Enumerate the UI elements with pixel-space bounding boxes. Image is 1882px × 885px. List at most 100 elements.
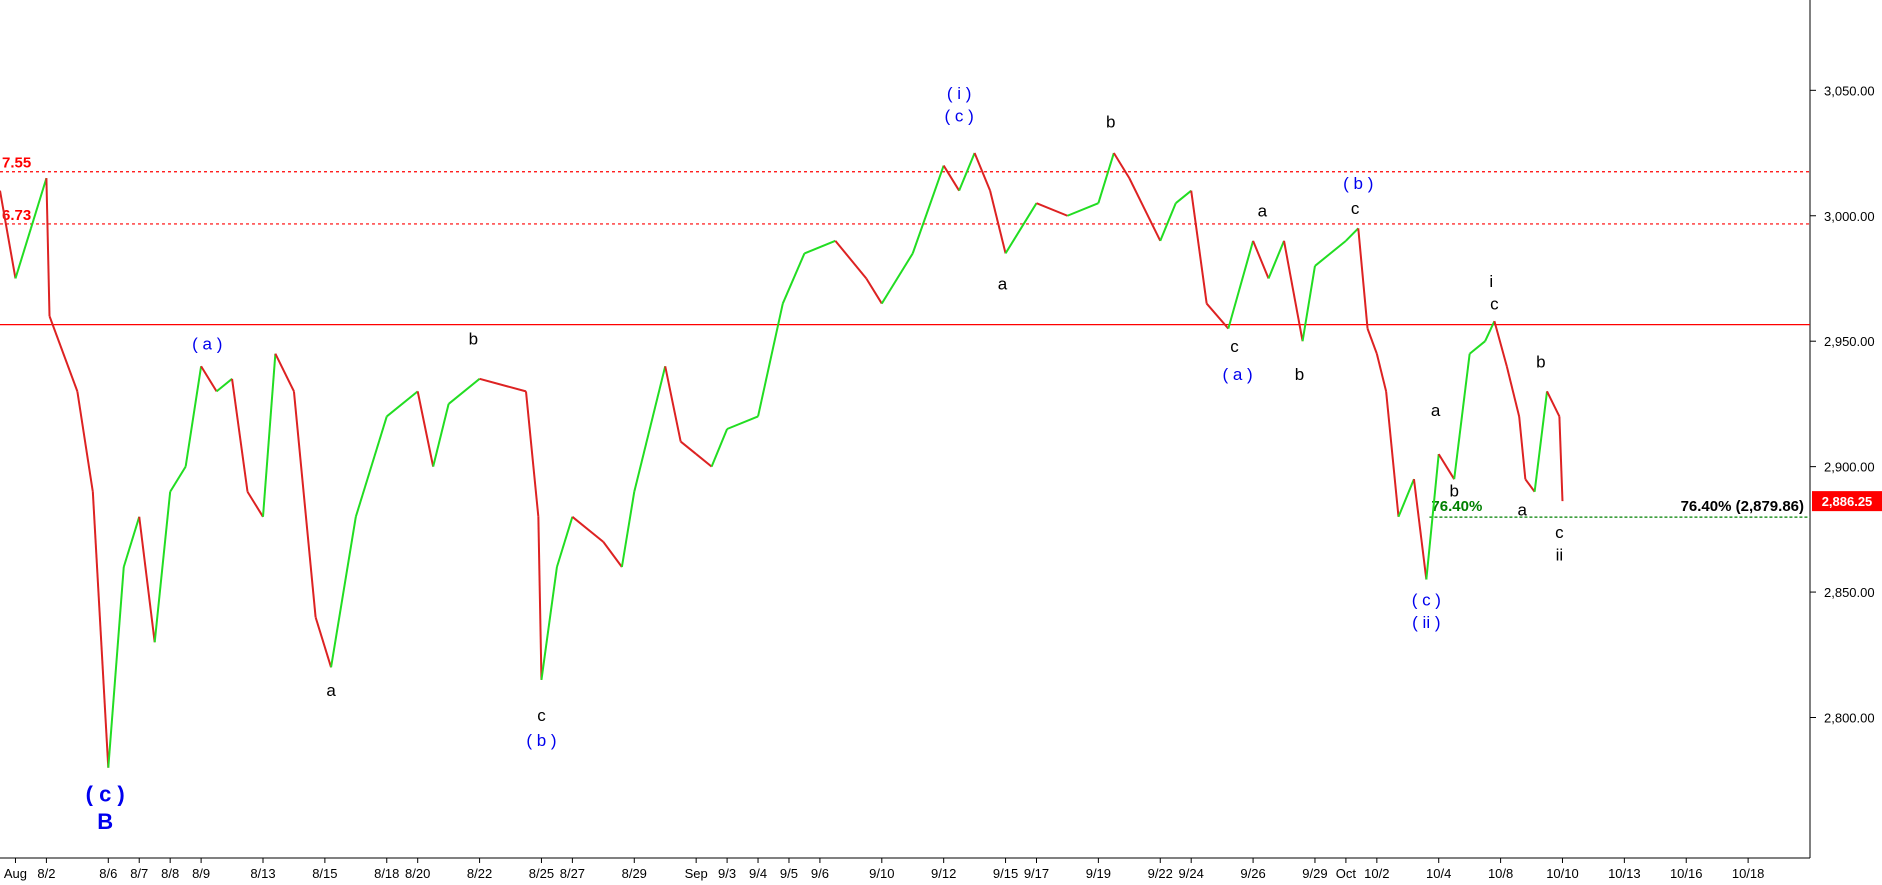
price-segment — [1267, 240, 1285, 279]
x-tick-label: 9/3 — [718, 866, 736, 881]
price-segment — [215, 378, 233, 393]
price-segment — [1558, 416, 1564, 502]
price-segment — [1283, 240, 1304, 342]
price-segment — [107, 566, 125, 768]
price-segment — [1314, 240, 1347, 267]
price-segment — [942, 165, 960, 192]
price-segment — [1036, 202, 1068, 217]
price-segment — [184, 366, 203, 467]
price-segment — [0, 190, 17, 279]
price-segment — [479, 377, 527, 393]
wave-label: c — [1555, 523, 1564, 542]
price-segment — [448, 378, 481, 405]
wave-label: i — [1489, 272, 1493, 291]
x-tick-label: 9/10 — [869, 866, 894, 881]
wave-label: b — [469, 330, 478, 349]
x-tick-label: Aug — [4, 866, 27, 881]
x-tick-label: 9/29 — [1302, 866, 1327, 881]
wave-label: ( b ) — [1343, 174, 1373, 193]
price-segment — [989, 190, 1007, 254]
price-segment — [1375, 353, 1388, 392]
y-tick-label: 3,000.00 — [1824, 209, 1875, 224]
wave-label: b — [1449, 481, 1458, 500]
x-tick-label: 8/8 — [161, 866, 179, 881]
price-segment — [664, 366, 682, 442]
price-segment — [45, 178, 51, 317]
price-segment — [1505, 366, 1521, 417]
wave-label: ( c ) — [1412, 591, 1441, 610]
price-segment — [804, 239, 836, 255]
x-tick-label: 8/15 — [312, 866, 337, 881]
wave-label: ( b ) — [526, 731, 556, 750]
price-segment — [1252, 240, 1270, 279]
price-segment — [1175, 189, 1192, 204]
price-segment — [620, 491, 636, 568]
price-segment — [1397, 478, 1415, 518]
price-segment — [1159, 202, 1177, 242]
price-segment — [1437, 453, 1456, 480]
x-tick-label: 9/19 — [1086, 866, 1111, 881]
price-segment — [386, 390, 419, 418]
price-segment — [1067, 202, 1099, 217]
wave-label: b — [1536, 352, 1545, 371]
price-segment — [865, 277, 883, 305]
x-tick-label: 10/2 — [1364, 866, 1389, 881]
wave-label: c — [537, 706, 546, 725]
price-segment — [680, 440, 697, 455]
wave-label: a — [1431, 401, 1441, 420]
x-tick-label: 9/22 — [1148, 866, 1173, 881]
x-tick-label: 8/20 — [405, 866, 430, 881]
price-segment — [1518, 416, 1527, 480]
price-segment — [1366, 328, 1378, 355]
y-tick-label: 3,050.00 — [1824, 83, 1875, 98]
y-tick-label: 2,800.00 — [1824, 711, 1875, 726]
price-segment — [973, 152, 992, 192]
y-tick-label: 2,900.00 — [1824, 460, 1875, 475]
x-tick-label: 8/22 — [467, 866, 492, 881]
price-segment — [781, 252, 806, 304]
wave-label: ii — [1556, 545, 1564, 564]
price-segment — [1469, 340, 1486, 355]
price-segment — [330, 516, 357, 668]
price-segment — [261, 353, 277, 517]
x-tick-label: 8/2 — [37, 866, 55, 881]
x-tick-label: 8/13 — [250, 866, 275, 881]
price-segment — [138, 516, 156, 643]
price-segment — [1345, 227, 1359, 242]
wave-label: c — [1490, 295, 1499, 314]
price-segment — [1533, 391, 1549, 492]
price-segment — [153, 491, 172, 643]
price-segment — [1546, 390, 1561, 417]
price-segment — [169, 466, 187, 493]
price-level-label: 6.73 — [2, 207, 31, 224]
wave-label: b — [1295, 365, 1304, 384]
x-tick-label: 8/29 — [622, 866, 647, 881]
price-segment — [432, 403, 450, 467]
price-segment — [14, 228, 32, 279]
x-tick-label: Sep — [685, 866, 708, 881]
price-segment — [555, 516, 574, 568]
price-segment — [537, 516, 543, 680]
price-segment — [1425, 453, 1440, 580]
price-segment — [1128, 177, 1162, 242]
x-tick-label: 10/4 — [1426, 866, 1451, 881]
x-tick-label: 8/9 — [192, 866, 210, 881]
wave-label: c — [1351, 199, 1360, 218]
price-segment — [1524, 478, 1536, 493]
wave-label: ( c ) — [86, 781, 125, 806]
price-segment — [1301, 265, 1316, 342]
price-segment — [76, 391, 94, 492]
price-segment — [880, 252, 914, 305]
wave-label: ( ii ) — [1412, 613, 1440, 632]
wave-label: a — [1518, 500, 1528, 519]
price-segment — [958, 152, 976, 192]
price-segment — [524, 391, 540, 517]
x-tick-label: 8/27 — [560, 866, 585, 881]
price-segment — [1112, 152, 1131, 179]
price-segment — [1004, 202, 1038, 254]
y-tick-label: 2,950.00 — [1824, 334, 1875, 349]
price-segment — [48, 315, 79, 392]
wave-label: c — [1230, 337, 1239, 356]
wave-label: ( a ) — [192, 335, 222, 354]
